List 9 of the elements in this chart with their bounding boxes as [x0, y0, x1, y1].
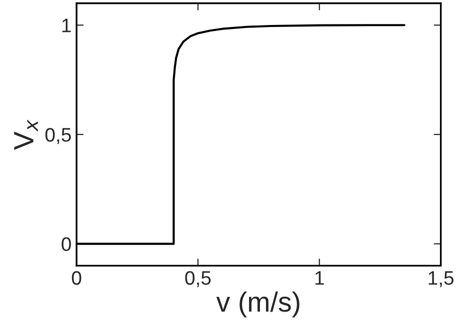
y-axis-title: V$_{x}$	[14, 120, 38, 150]
y-tick-label: 0	[62, 237, 71, 252]
y-tick-label: 0,5	[45, 128, 71, 144]
x-tick-label: 0	[72, 271, 82, 285]
x-axis-title: v (m/s)	[216, 291, 300, 318]
x-tick-label: 0,5	[185, 271, 211, 288]
x-tick-label: 1,5	[428, 271, 454, 288]
x-tick-label: 1	[315, 271, 324, 285]
y-tick-label: 1	[62, 18, 71, 32]
